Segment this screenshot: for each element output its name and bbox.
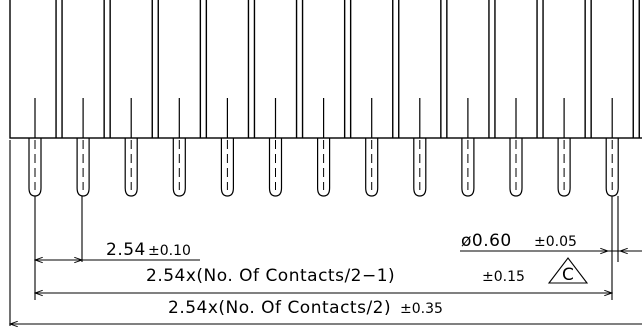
pin-diameter-tolerance: ±0.05	[534, 234, 577, 250]
pitch-value: 2.54	[106, 240, 146, 260]
pin	[557, 98, 571, 197]
pin	[220, 98, 234, 197]
pin	[124, 98, 138, 197]
pin	[268, 98, 283, 197]
span-total-value: 2.54x(No. Of Contacts/2)	[168, 298, 391, 318]
pin-diameter-value: ø0.60	[461, 231, 512, 251]
pin	[461, 98, 475, 197]
extension-lines	[9, 140, 619, 326]
pin	[317, 98, 331, 197]
pin-row	[28, 98, 619, 197]
dimension-lines	[10, 251, 642, 324]
pin	[605, 98, 619, 197]
pitch-tolerance: ±0.10	[148, 243, 191, 259]
span-total-tolerance: ±0.35	[400, 301, 443, 317]
housing-body	[9, 0, 642, 139]
pin	[413, 98, 427, 197]
pin	[172, 98, 186, 197]
revision-callout-label: C	[562, 265, 574, 285]
pin	[365, 98, 379, 197]
span-minus-one-value: 2.54x(No. Of Contacts/2−1)	[146, 266, 395, 286]
pin	[76, 98, 90, 197]
span-minus-one-tolerance: ±0.15	[482, 269, 525, 285]
revision-callout-triangle-icon: C	[547, 257, 589, 285]
pin	[28, 98, 42, 197]
pin	[509, 98, 523, 197]
housing-cell-lines	[55, 0, 640, 138]
